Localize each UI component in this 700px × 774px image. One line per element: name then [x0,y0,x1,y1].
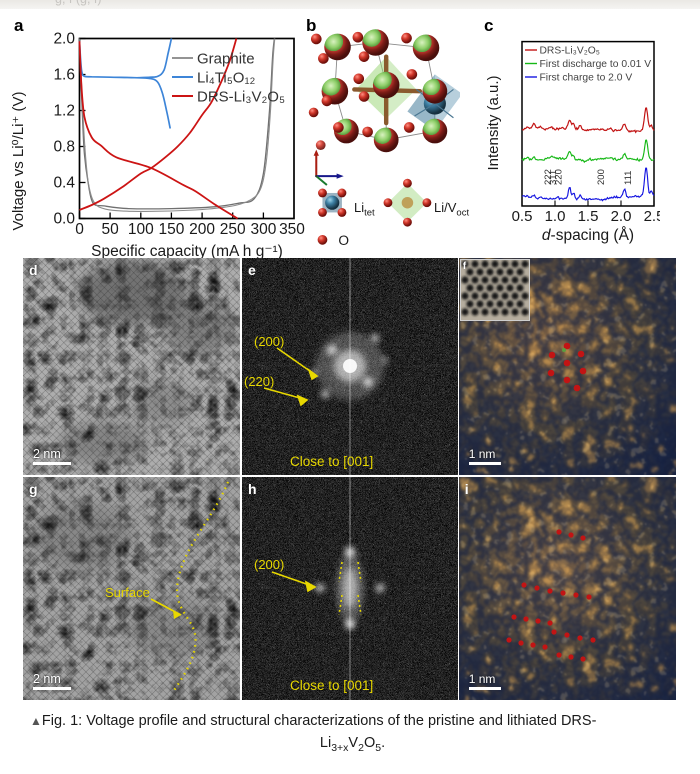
svg-text:0.4: 0.4 [53,175,75,192]
svg-text:150: 150 [158,221,184,238]
svg-text:O: O [338,233,349,248]
svg-text:1.2: 1.2 [53,103,75,120]
svg-text:(200): (200) [254,557,284,572]
svg-text:220: 220 [554,169,565,185]
svg-text:(220): (220) [244,374,274,389]
svg-text:100: 100 [128,221,154,238]
svg-text:d-spacing (Å): d-spacing (Å) [542,227,634,244]
svg-text:111: 111 [623,171,634,185]
svg-text:Close to [001]: Close to [001] [290,454,373,469]
svg-text:0: 0 [75,221,84,238]
svg-text:1.0: 1.0 [545,208,566,225]
svg-text:2.0: 2.0 [611,208,632,225]
svg-text:0.0: 0.0 [53,211,75,228]
svg-text:1.6: 1.6 [53,67,75,84]
svg-text:50: 50 [101,221,119,238]
svg-text:(200): (200) [254,334,284,349]
svg-text:2.0: 2.0 [53,31,75,48]
svg-text:Close to [001]: Close to [001] [290,678,373,693]
svg-text:0.5: 0.5 [512,208,533,225]
svg-text:DRS-Li₃V₂O₅: DRS-Li₃V₂O₅ [540,45,600,56]
svg-text:Graphite: Graphite [197,51,255,68]
svg-text:2.5: 2.5 [644,208,660,225]
svg-text:Li₄Ti₅O₁₂: Li₄Ti₅O₁₂ [197,70,256,87]
svg-text:250: 250 [220,221,246,238]
svg-text:DRS-Li₃V₂O₅: DRS-Li₃V₂O₅ [197,89,285,106]
svg-text:First charge to 2.0 V: First charge to 2.0 V [540,72,633,83]
svg-text:200: 200 [189,221,215,238]
svg-text:1.5: 1.5 [578,208,599,225]
svg-text:Voltage vs Li⁰/Li⁺ (V): Voltage vs Li⁰/Li⁺ (V) [10,92,27,231]
svg-text:0.8: 0.8 [53,139,75,156]
svg-text:First discharge to 0.01 V: First discharge to 0.01 V [540,59,652,70]
svg-text:Intensity (a.u.): Intensity (a.u.) [485,75,502,170]
svg-text:200: 200 [596,169,607,185]
svg-text:300: 300 [250,221,276,238]
